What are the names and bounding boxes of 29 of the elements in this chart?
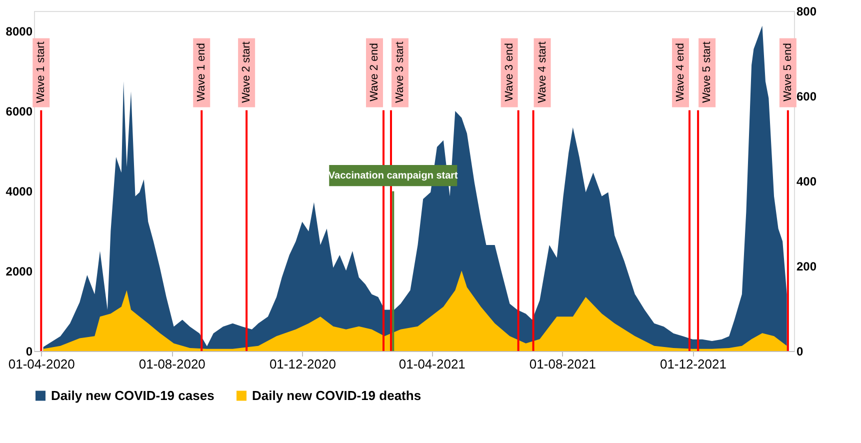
x-tick-label: 01-12-2021 — [660, 356, 726, 372]
y2-tick-label: 400 — [796, 174, 817, 188]
y2-tick-label: 200 — [796, 260, 817, 274]
x-tick-label: 01-08-2021 — [529, 356, 596, 372]
ref-line-label: Wave 3 start — [394, 42, 406, 103]
ref-line-label: Wave 5 start — [701, 42, 714, 103]
ref-line-label: Wave 4 end — [674, 43, 686, 102]
legend-label: Daily new COVID-19 deaths — [252, 388, 422, 403]
y-tick-label: 0 — [26, 344, 33, 358]
x-tick-label: 01-04-2021 — [398, 356, 466, 372]
ref-line-label: Wave 4 start — [536, 42, 548, 103]
ref-line-label: Wave 1 start — [35, 42, 48, 103]
y-tick-label: 2000 — [6, 264, 33, 278]
ref-line-label: Wave 2 start — [240, 42, 253, 103]
ref-line-label: Vaccination campaign start — [328, 170, 459, 182]
legend-label: Daily new COVID-19 cases — [51, 388, 214, 403]
x-tick-label: 01-08-2020 — [138, 356, 206, 372]
ref-line-label: Wave 5 end — [782, 43, 794, 102]
ref-line-label: Wave 2 end — [368, 43, 381, 102]
x-tick-label: 01-12-2020 — [269, 356, 336, 372]
y-tick-label: 6000 — [6, 104, 33, 118]
y2-tick-label: 600 — [796, 90, 817, 104]
y-tick-label: 4000 — [6, 184, 33, 198]
y2-tick-label: 0 — [796, 344, 804, 358]
ref-line-label: Wave 1 end — [196, 43, 208, 102]
ref-line-label: Wave 3 end — [503, 43, 516, 102]
x-tick-label: 01-04-2020 — [8, 356, 75, 372]
y-tick-label: 8000 — [6, 24, 33, 38]
y2-tick-label: 800 — [796, 4, 817, 18]
